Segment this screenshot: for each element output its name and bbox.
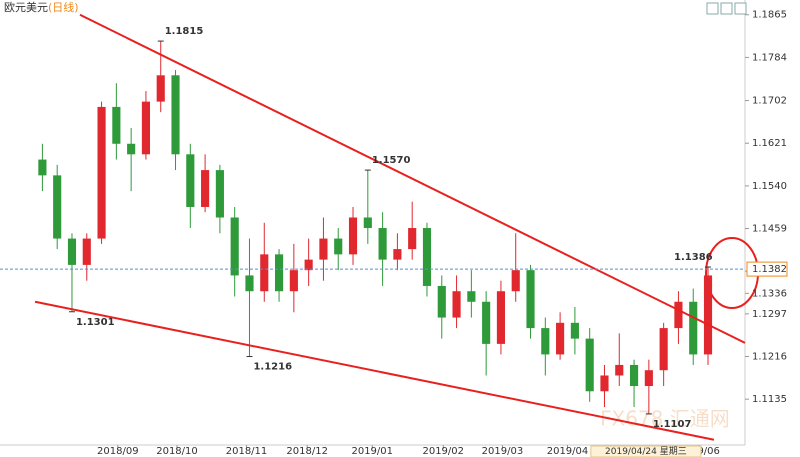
candle-body	[422, 228, 432, 286]
candle-body	[526, 270, 535, 329]
candle-body	[393, 249, 402, 260]
x-tick-label: 2019/02	[422, 446, 464, 457]
candle-body	[319, 238, 328, 260]
candle-body	[585, 338, 594, 392]
x-tick-label: 2019/01	[351, 446, 393, 457]
candle-body	[245, 275, 254, 292]
tool-button[interactable]	[734, 2, 747, 15]
candle-body	[230, 217, 239, 276]
trend-line	[34, 300, 715, 441]
candle-body	[53, 175, 62, 239]
annotation-label: 1.1216	[253, 362, 292, 373]
cursor-box	[590, 445, 702, 457]
candle-body	[482, 301, 491, 344]
candle-body	[659, 328, 668, 371]
candle-body	[260, 254, 269, 292]
toolbar	[706, 2, 747, 15]
candle-body	[689, 301, 698, 355]
candle-body	[215, 170, 224, 218]
candle-body	[703, 275, 713, 355]
candle-body	[171, 75, 180, 155]
candle-body	[334, 238, 343, 255]
y-tick-label: 1.1297	[752, 309, 787, 320]
candle-body	[467, 291, 476, 302]
candle-body	[674, 301, 683, 329]
annotation-label: 1.1301	[76, 317, 115, 328]
candle-body	[541, 328, 550, 355]
x-tick-label: 2019/04	[547, 446, 589, 457]
tool-button[interactable]	[720, 2, 733, 15]
candle-body	[511, 270, 520, 292]
candle-body	[112, 106, 121, 144]
candle-body	[348, 217, 358, 255]
annotation-label: 1.1815	[165, 26, 204, 37]
annotation-label: 1.1107	[653, 419, 692, 430]
watermark: FX678 汇通网	[600, 407, 730, 431]
annotation-label: 1.1570	[372, 155, 411, 166]
candle-body	[570, 322, 579, 339]
x-tick-label: 2018/09	[97, 446, 139, 457]
candle-body	[274, 254, 284, 292]
y-tick-label: 1.1865	[752, 10, 787, 21]
y-tick-label: 1.1459	[752, 224, 787, 235]
chart-title: 欧元美元	[4, 1, 48, 14]
candle-body	[201, 170, 210, 207]
candle-body	[600, 375, 609, 392]
candle-body	[141, 101, 151, 155]
candle-body	[644, 370, 653, 387]
candle-body	[452, 291, 461, 318]
price-tag-label: 1.1336	[752, 288, 787, 299]
candle-body	[82, 238, 91, 265]
y-tick-label: 1.1540	[752, 181, 787, 192]
candle-body	[496, 291, 506, 344]
candle-body	[615, 364, 624, 376]
tool-button[interactable]	[706, 2, 719, 15]
price-tag	[746, 261, 788, 277]
candle-body	[363, 217, 372, 229]
x-tick-label: 2019/03	[482, 446, 524, 457]
candle-body	[437, 285, 446, 318]
candle-body	[127, 143, 136, 155]
y-tick-label: 1.1702	[752, 96, 787, 107]
trend-line	[79, 13, 746, 344]
candle-body	[67, 238, 77, 265]
candle-body	[629, 364, 639, 387]
y-tick-label: 1.1216	[752, 352, 787, 363]
y-tick-label: 1.1621	[752, 138, 787, 149]
candle-body	[97, 106, 106, 239]
x-tick-label: 2018/11	[226, 446, 268, 457]
candle-body	[186, 154, 195, 207]
candle-body	[289, 270, 298, 292]
candle-body	[304, 259, 313, 271]
price-tag-label: 1.1382	[752, 264, 787, 275]
annotation-label: 1.1386	[674, 252, 713, 263]
chart-subtitle: (日线)	[48, 0, 79, 14]
candle-body	[556, 322, 565, 355]
candle-body	[378, 228, 387, 260]
candle-body	[156, 75, 165, 102]
candle-body	[38, 159, 47, 176]
y-tick-label: 1.1784	[752, 52, 787, 63]
x-tick-label: 2018/12	[286, 446, 328, 457]
x-tick-label: 2018/10	[156, 446, 198, 457]
y-tick-label: 1.1135	[752, 394, 787, 405]
cursor-label: 2019/04/24 星期三	[605, 446, 687, 457]
candle-body	[408, 228, 417, 250]
